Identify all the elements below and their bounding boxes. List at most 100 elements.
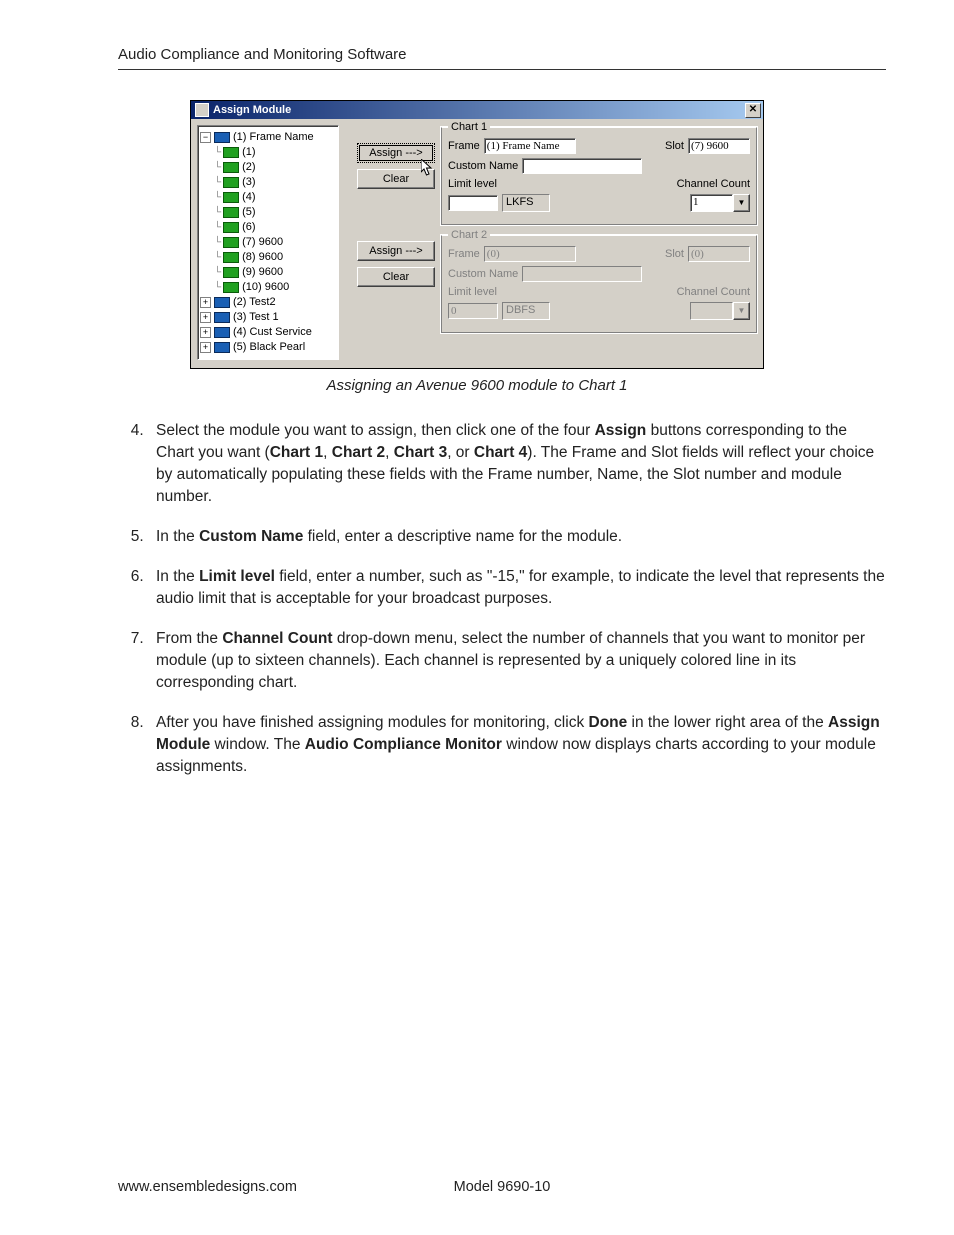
- module-icon: [223, 147, 239, 158]
- assign-button-1[interactable]: Assign --->: [357, 143, 435, 163]
- tree-item[interactable]: └ (1): [200, 145, 336, 160]
- titlebar: Assign Module ✕: [191, 101, 763, 119]
- tree-connector-icon: └: [214, 175, 221, 190]
- tree-label: (9) 9600: [242, 265, 283, 280]
- tree-label: (6): [242, 220, 255, 235]
- module-icon: [223, 267, 239, 278]
- module-icon: [223, 252, 239, 263]
- tree-item[interactable]: + (5) Black Pearl: [200, 340, 336, 355]
- tree-label: (7) 9600: [242, 235, 283, 250]
- tree-label: (3) Test 1: [233, 310, 279, 325]
- slot-field[interactable]: (7) 9600: [688, 138, 750, 154]
- frame-label: Frame: [448, 140, 480, 152]
- step-8: After you have finished assigning module…: [148, 712, 886, 778]
- chevron-down-icon: ▼: [733, 302, 750, 320]
- tree-label: (4) Cust Service: [233, 325, 312, 340]
- limit-field[interactable]: [448, 195, 498, 211]
- channel-count-dropdown[interactable]: 1 ▼: [690, 194, 750, 212]
- tree-connector-icon: └: [214, 145, 221, 160]
- page-footer: www.ensembledesigns.com Model 9690-10: [118, 1179, 886, 1195]
- limit-label: Limit level: [448, 178, 500, 190]
- tree-item[interactable]: └ (7) 9600: [200, 235, 336, 250]
- channel-count-value: [690, 302, 733, 320]
- module-tree[interactable]: − (1) Frame Name └(1)└(2)└(3)└(4)└(5)└(6…: [197, 125, 339, 360]
- custom-name-label: Custom Name: [448, 160, 518, 172]
- chart1-group: Frame (1) Frame Name Slot (7) 9600 Custo…: [441, 127, 757, 225]
- tree-item[interactable]: └ (5): [200, 205, 336, 220]
- slot-label: Slot: [665, 248, 684, 260]
- frame-field[interactable]: (1) Frame Name: [484, 138, 576, 154]
- channel-count-label: Channel Count: [677, 178, 750, 190]
- module-icon: [223, 207, 239, 218]
- close-button[interactable]: ✕: [745, 103, 761, 118]
- channel-count-label: Channel Count: [677, 286, 750, 298]
- tree-label: (3): [242, 175, 255, 190]
- app-icon: [195, 103, 209, 117]
- limit-field: 0: [448, 303, 498, 319]
- tree-label: (8) 9600: [242, 250, 283, 265]
- tree-item[interactable]: + (3) Test 1: [200, 310, 336, 325]
- chevron-down-icon[interactable]: ▼: [733, 194, 750, 212]
- tree-item[interactable]: + (4) Cust Service: [200, 325, 336, 340]
- frame-icon: [214, 342, 230, 353]
- figure-caption: Assigning an Avenue 9600 module to Chart…: [68, 377, 886, 394]
- tree-label: (5) Black Pearl: [233, 340, 305, 355]
- step-7: From the Channel Count drop-down menu, s…: [148, 628, 886, 694]
- frame-field: (0): [484, 246, 576, 262]
- tree-label: (2): [242, 160, 255, 175]
- tree-label: (1): [242, 145, 255, 160]
- tree-connector-icon: └: [214, 190, 221, 205]
- assign-module-window: Assign Module ✕ − (1) Frame Name └(1)└(2…: [190, 100, 764, 369]
- tree-connector-icon: └: [214, 235, 221, 250]
- collapse-icon[interactable]: −: [200, 132, 211, 143]
- module-icon: [223, 237, 239, 248]
- tree-connector-icon: └: [214, 280, 221, 295]
- instruction-list: Select the module you want to assign, th…: [68, 420, 886, 778]
- expand-icon[interactable]: +: [200, 312, 211, 323]
- custom-name-field[interactable]: [522, 158, 642, 174]
- tree-root[interactable]: − (1) Frame Name: [200, 130, 336, 145]
- tree-label: (5): [242, 205, 255, 220]
- tree-connector-icon: └: [214, 205, 221, 220]
- tree-connector-icon: └: [214, 250, 221, 265]
- window-title: Assign Module: [213, 104, 745, 116]
- limit-unit: LKFS: [502, 194, 550, 212]
- frame-icon: [214, 327, 230, 338]
- module-icon: [223, 222, 239, 233]
- custom-name-field: [522, 266, 642, 282]
- tree-item[interactable]: └ (4): [200, 190, 336, 205]
- tree-label: (2) Test2: [233, 295, 276, 310]
- tree-item[interactable]: └(2): [200, 160, 336, 175]
- tree-label: (1) Frame Name: [233, 130, 314, 145]
- module-icon: [223, 177, 239, 188]
- tree-item[interactable]: └ (3): [200, 175, 336, 190]
- frame-label: Frame: [448, 248, 480, 260]
- limit-label: Limit level: [448, 286, 500, 298]
- tree-item[interactable]: └ (6): [200, 220, 336, 235]
- assign-buttons-pane: Assign ---> Clear Assign ---> Clear: [345, 125, 435, 360]
- page-header: Audio Compliance and Monitoring Software: [118, 46, 886, 70]
- tree-label: (10) 9600: [242, 280, 289, 295]
- footer-model: Model 9690-10: [454, 1179, 551, 1195]
- channel-count-value: 1: [690, 194, 733, 212]
- clear-button-1[interactable]: Clear: [357, 169, 435, 189]
- expand-icon[interactable]: +: [200, 297, 211, 308]
- expand-icon[interactable]: +: [200, 342, 211, 353]
- limit-unit: DBFS: [502, 302, 550, 320]
- tree-item[interactable]: + (2) Test2: [200, 295, 336, 310]
- tree-connector-icon: └: [214, 220, 221, 235]
- tree-item[interactable]: └ (8) 9600: [200, 250, 336, 265]
- tree-item[interactable]: └ (10) 9600: [200, 280, 336, 295]
- tree-connector-icon: └: [214, 265, 221, 280]
- channel-count-dropdown: ▼: [690, 302, 750, 320]
- expand-icon[interactable]: +: [200, 327, 211, 338]
- step-6: In the Limit level field, enter a number…: [148, 566, 886, 610]
- step-4: Select the module you want to assign, th…: [148, 420, 886, 508]
- assign-button-2[interactable]: Assign --->: [357, 241, 435, 261]
- clear-button-2[interactable]: Clear: [357, 267, 435, 287]
- frame-icon: [214, 297, 230, 308]
- module-icon: [223, 282, 239, 293]
- footer-url: www.ensembledesigns.com: [118, 1179, 297, 1195]
- tree-item[interactable]: └ (9) 9600: [200, 265, 336, 280]
- tree-label: (4): [242, 190, 255, 205]
